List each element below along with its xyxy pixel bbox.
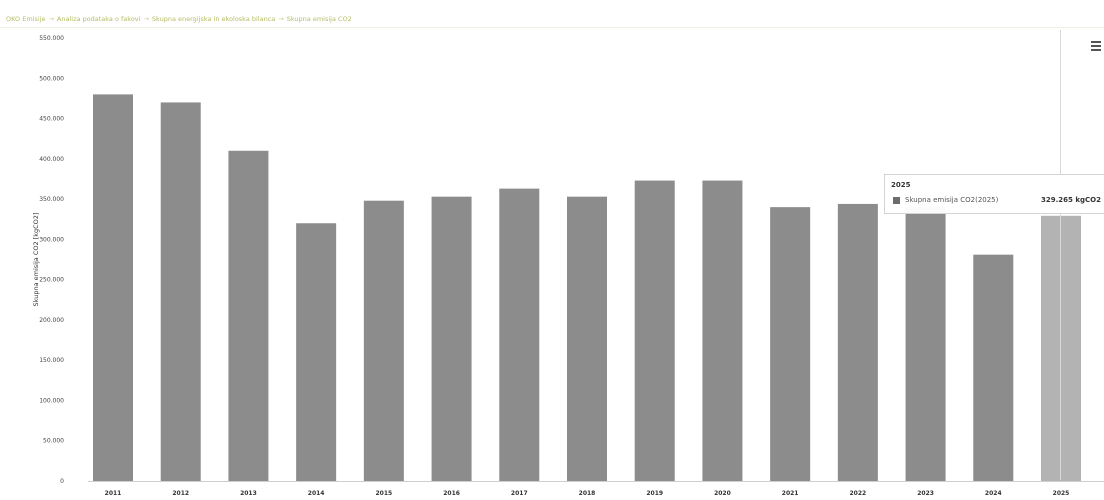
bar-2018[interactable] (567, 196, 607, 481)
tooltip-title: 2025 (891, 181, 911, 189)
breadcrumb-separator: → (48, 15, 54, 23)
x-tick-label: 2020 (714, 490, 731, 497)
x-tick-label: 2012 (172, 490, 189, 497)
x-tick-label: 2022 (850, 490, 867, 497)
x-tick-label: 2014 (308, 490, 325, 497)
breadcrumb-item[interactable]: Skupna emisija CO2 (286, 15, 352, 23)
chart-tooltip: 2025 Skupna emisija CO2(2025) 329.265 kg… (884, 174, 1104, 214)
tooltip-swatch (893, 197, 900, 204)
x-tick-label: 2025 (1053, 490, 1070, 497)
y-tick-label: 350.000 (39, 196, 64, 203)
bar-2014[interactable] (296, 223, 337, 481)
y-tick-label: 300.000 (39, 236, 64, 243)
bar-2023[interactable] (905, 207, 946, 482)
x-tick-label: 2018 (579, 490, 596, 497)
x-tick-label: 2021 (782, 490, 799, 497)
tooltip-value: 329.265 kgCO2 (1041, 196, 1101, 204)
tooltip-series-label: Skupna emisija CO2(2025) (905, 196, 999, 204)
bar-2013[interactable] (228, 150, 269, 481)
x-tick-label: 2016 (443, 490, 460, 497)
y-axis-label: Skupna emisija CO2 [kgCO2] (32, 213, 40, 307)
y-tick-label: 400.000 (39, 156, 64, 163)
bar-2017[interactable] (499, 188, 540, 481)
bar-2025[interactable] (1041, 215, 1081, 482)
y-tick-label: 50.000 (43, 438, 64, 445)
y-tick-label: 100.000 (39, 397, 64, 404)
bar-2020[interactable] (702, 180, 743, 481)
y-tick-label: 0 (60, 478, 64, 485)
breadcrumb-item[interactable]: OKO Emisije (6, 15, 46, 23)
breadcrumb-item[interactable]: Analiza podataka o fakovi (56, 15, 141, 23)
header-divider (0, 27, 1104, 28)
chart-menu-button[interactable] (1090, 40, 1102, 52)
bar-2019[interactable] (634, 180, 675, 481)
y-tick-label: 450.000 (39, 116, 64, 123)
bar-2012[interactable] (160, 102, 201, 481)
x-tick-label: 2017 (511, 490, 528, 497)
hamburger-menu-icon (1091, 41, 1101, 43)
y-tick-label: 550.000 (39, 35, 64, 42)
bar-2011[interactable] (93, 94, 133, 481)
x-tick-label: 2013 (240, 490, 257, 497)
x-tick-label: 2019 (646, 490, 663, 497)
y-tick-label: 200.000 (39, 317, 64, 324)
breadcrumb-separator: → (143, 15, 149, 23)
y-tick-label: 500.000 (39, 75, 64, 82)
breadcrumb-item[interactable]: Skupna energijska in ekoloska bilanca (151, 15, 276, 23)
x-tick-label: 2024 (985, 490, 1002, 497)
bar-2022[interactable] (837, 203, 878, 481)
y-tick-label: 250.000 (39, 277, 64, 284)
bar-2015[interactable] (363, 200, 404, 481)
bar-2016[interactable] (431, 196, 472, 481)
bar-2024[interactable] (973, 254, 1014, 481)
breadcrumb-separator: → (278, 15, 284, 23)
breadcrumb: OKO Emisije → Analiza podataka o fakovi → Sk… (6, 12, 352, 26)
x-tick-label: 2015 (376, 490, 393, 497)
hover-crosshair (1060, 30, 1061, 480)
x-tick-label: 2011 (105, 490, 122, 497)
x-tick-label: 2023 (917, 490, 934, 497)
y-tick-label: 150.000 (39, 357, 64, 364)
bar-2021[interactable] (770, 207, 811, 482)
